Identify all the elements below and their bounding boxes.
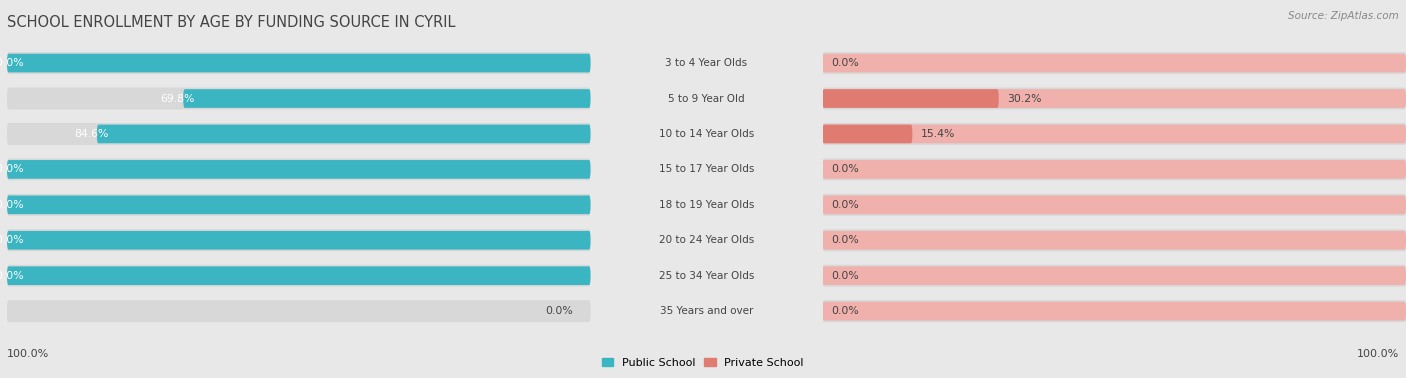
FancyBboxPatch shape: [823, 52, 1406, 74]
FancyBboxPatch shape: [823, 194, 1406, 216]
Text: 100.0%: 100.0%: [0, 271, 24, 281]
Text: 30.2%: 30.2%: [1008, 93, 1042, 104]
FancyBboxPatch shape: [823, 302, 1406, 321]
Text: 5 to 9 Year Old: 5 to 9 Year Old: [668, 93, 745, 104]
FancyBboxPatch shape: [823, 158, 1406, 180]
Text: 100.0%: 100.0%: [0, 58, 24, 68]
Text: 0.0%: 0.0%: [831, 164, 859, 174]
FancyBboxPatch shape: [183, 89, 591, 108]
Text: 25 to 34 Year Olds: 25 to 34 Year Olds: [659, 271, 754, 281]
Text: 0.0%: 0.0%: [831, 271, 859, 281]
FancyBboxPatch shape: [823, 88, 1406, 110]
FancyBboxPatch shape: [823, 89, 1406, 108]
FancyBboxPatch shape: [7, 123, 591, 145]
FancyBboxPatch shape: [823, 125, 1406, 143]
FancyBboxPatch shape: [7, 54, 591, 73]
FancyBboxPatch shape: [7, 194, 591, 216]
Text: 15 to 17 Year Olds: 15 to 17 Year Olds: [659, 164, 754, 174]
FancyBboxPatch shape: [7, 160, 591, 179]
FancyBboxPatch shape: [823, 195, 1406, 214]
FancyBboxPatch shape: [7, 88, 591, 110]
Text: 18 to 19 Year Olds: 18 to 19 Year Olds: [659, 200, 754, 210]
Text: 0.0%: 0.0%: [831, 306, 859, 316]
FancyBboxPatch shape: [7, 266, 591, 285]
FancyBboxPatch shape: [823, 229, 1406, 251]
FancyBboxPatch shape: [823, 89, 998, 108]
Text: 20 to 24 Year Olds: 20 to 24 Year Olds: [659, 235, 754, 245]
Text: 10 to 14 Year Olds: 10 to 14 Year Olds: [659, 129, 754, 139]
Text: 100.0%: 100.0%: [1357, 349, 1399, 359]
FancyBboxPatch shape: [823, 266, 1406, 285]
FancyBboxPatch shape: [823, 160, 1406, 179]
Text: Source: ZipAtlas.com: Source: ZipAtlas.com: [1288, 11, 1399, 21]
FancyBboxPatch shape: [823, 300, 1406, 322]
FancyBboxPatch shape: [823, 54, 1406, 73]
Text: 100.0%: 100.0%: [0, 235, 24, 245]
FancyBboxPatch shape: [823, 125, 912, 143]
FancyBboxPatch shape: [823, 231, 1406, 249]
FancyBboxPatch shape: [7, 229, 591, 251]
Text: 0.0%: 0.0%: [831, 200, 859, 210]
Text: 15.4%: 15.4%: [921, 129, 956, 139]
Text: 100.0%: 100.0%: [0, 200, 24, 210]
Text: 3 to 4 Year Olds: 3 to 4 Year Olds: [665, 58, 748, 68]
FancyBboxPatch shape: [7, 195, 591, 214]
Text: 69.8%: 69.8%: [160, 93, 195, 104]
FancyBboxPatch shape: [97, 125, 591, 143]
Text: 0.0%: 0.0%: [546, 306, 574, 316]
FancyBboxPatch shape: [823, 265, 1406, 287]
Legend: Public School, Private School: Public School, Private School: [598, 353, 808, 372]
FancyBboxPatch shape: [823, 123, 1406, 145]
Text: 100.0%: 100.0%: [0, 164, 24, 174]
FancyBboxPatch shape: [7, 300, 591, 322]
FancyBboxPatch shape: [7, 231, 591, 249]
Text: 84.6%: 84.6%: [75, 129, 108, 139]
Text: SCHOOL ENROLLMENT BY AGE BY FUNDING SOURCE IN CYRIL: SCHOOL ENROLLMENT BY AGE BY FUNDING SOUR…: [7, 15, 456, 30]
Text: 100.0%: 100.0%: [7, 349, 49, 359]
FancyBboxPatch shape: [7, 158, 591, 180]
FancyBboxPatch shape: [7, 52, 591, 74]
Text: 35 Years and over: 35 Years and over: [659, 306, 754, 316]
FancyBboxPatch shape: [7, 265, 591, 287]
Text: 0.0%: 0.0%: [831, 235, 859, 245]
Text: 0.0%: 0.0%: [831, 58, 859, 68]
